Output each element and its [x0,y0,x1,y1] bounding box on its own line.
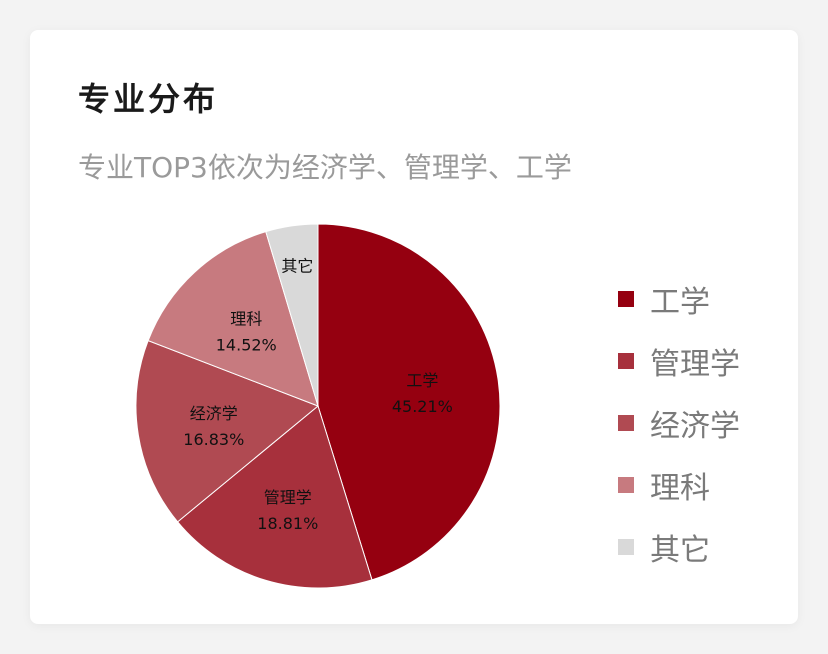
legend-swatch-1 [618,353,634,369]
slice-value-label-0: 45.21% [392,397,453,416]
slice-name-label-1: 管理学 [264,488,312,507]
slice-value-label-1: 18.81% [257,514,318,533]
slice-name-label-0: 工学 [406,371,438,390]
legend-label-0: 工学 [650,285,710,320]
pie-slice-4 [265,223,319,407]
legend-swatch-3 [618,477,634,493]
legend-item-3: 理科 [618,454,740,516]
chart-legend: 工学管理学经济学理科其它 [618,268,740,578]
slice-name-label-3: 理科 [230,310,262,329]
pie-slice-1 [176,405,373,589]
legend-item-2: 经济学 [618,392,740,454]
legend-item-0: 工学 [618,268,740,330]
legend-label-3: 理科 [650,471,710,506]
pie-slice-2 [135,339,319,523]
slice-name-label-2: 经济学 [190,404,238,423]
pie-slice-3 [147,231,319,407]
legend-label-1: 管理学 [650,347,740,382]
chart-subtitle: 专业TOP3依次为经济学、管理学、工学 [78,151,572,184]
pie-slice-0 [317,223,501,581]
legend-item-1: 管理学 [618,330,740,392]
legend-item-4: 其它 [618,516,740,578]
legend-swatch-0 [618,291,634,307]
chart-title: 专业分布 [78,80,219,118]
legend-label-2: 经济学 [650,409,740,444]
slice-value-label-3: 14.52% [216,336,277,355]
legend-swatch-2 [618,415,634,431]
legend-label-4: 其它 [650,533,710,568]
slice-value-label-2: 16.83% [183,430,244,449]
legend-swatch-4 [618,539,634,555]
slice-name-label-4: 其它 [281,257,313,276]
